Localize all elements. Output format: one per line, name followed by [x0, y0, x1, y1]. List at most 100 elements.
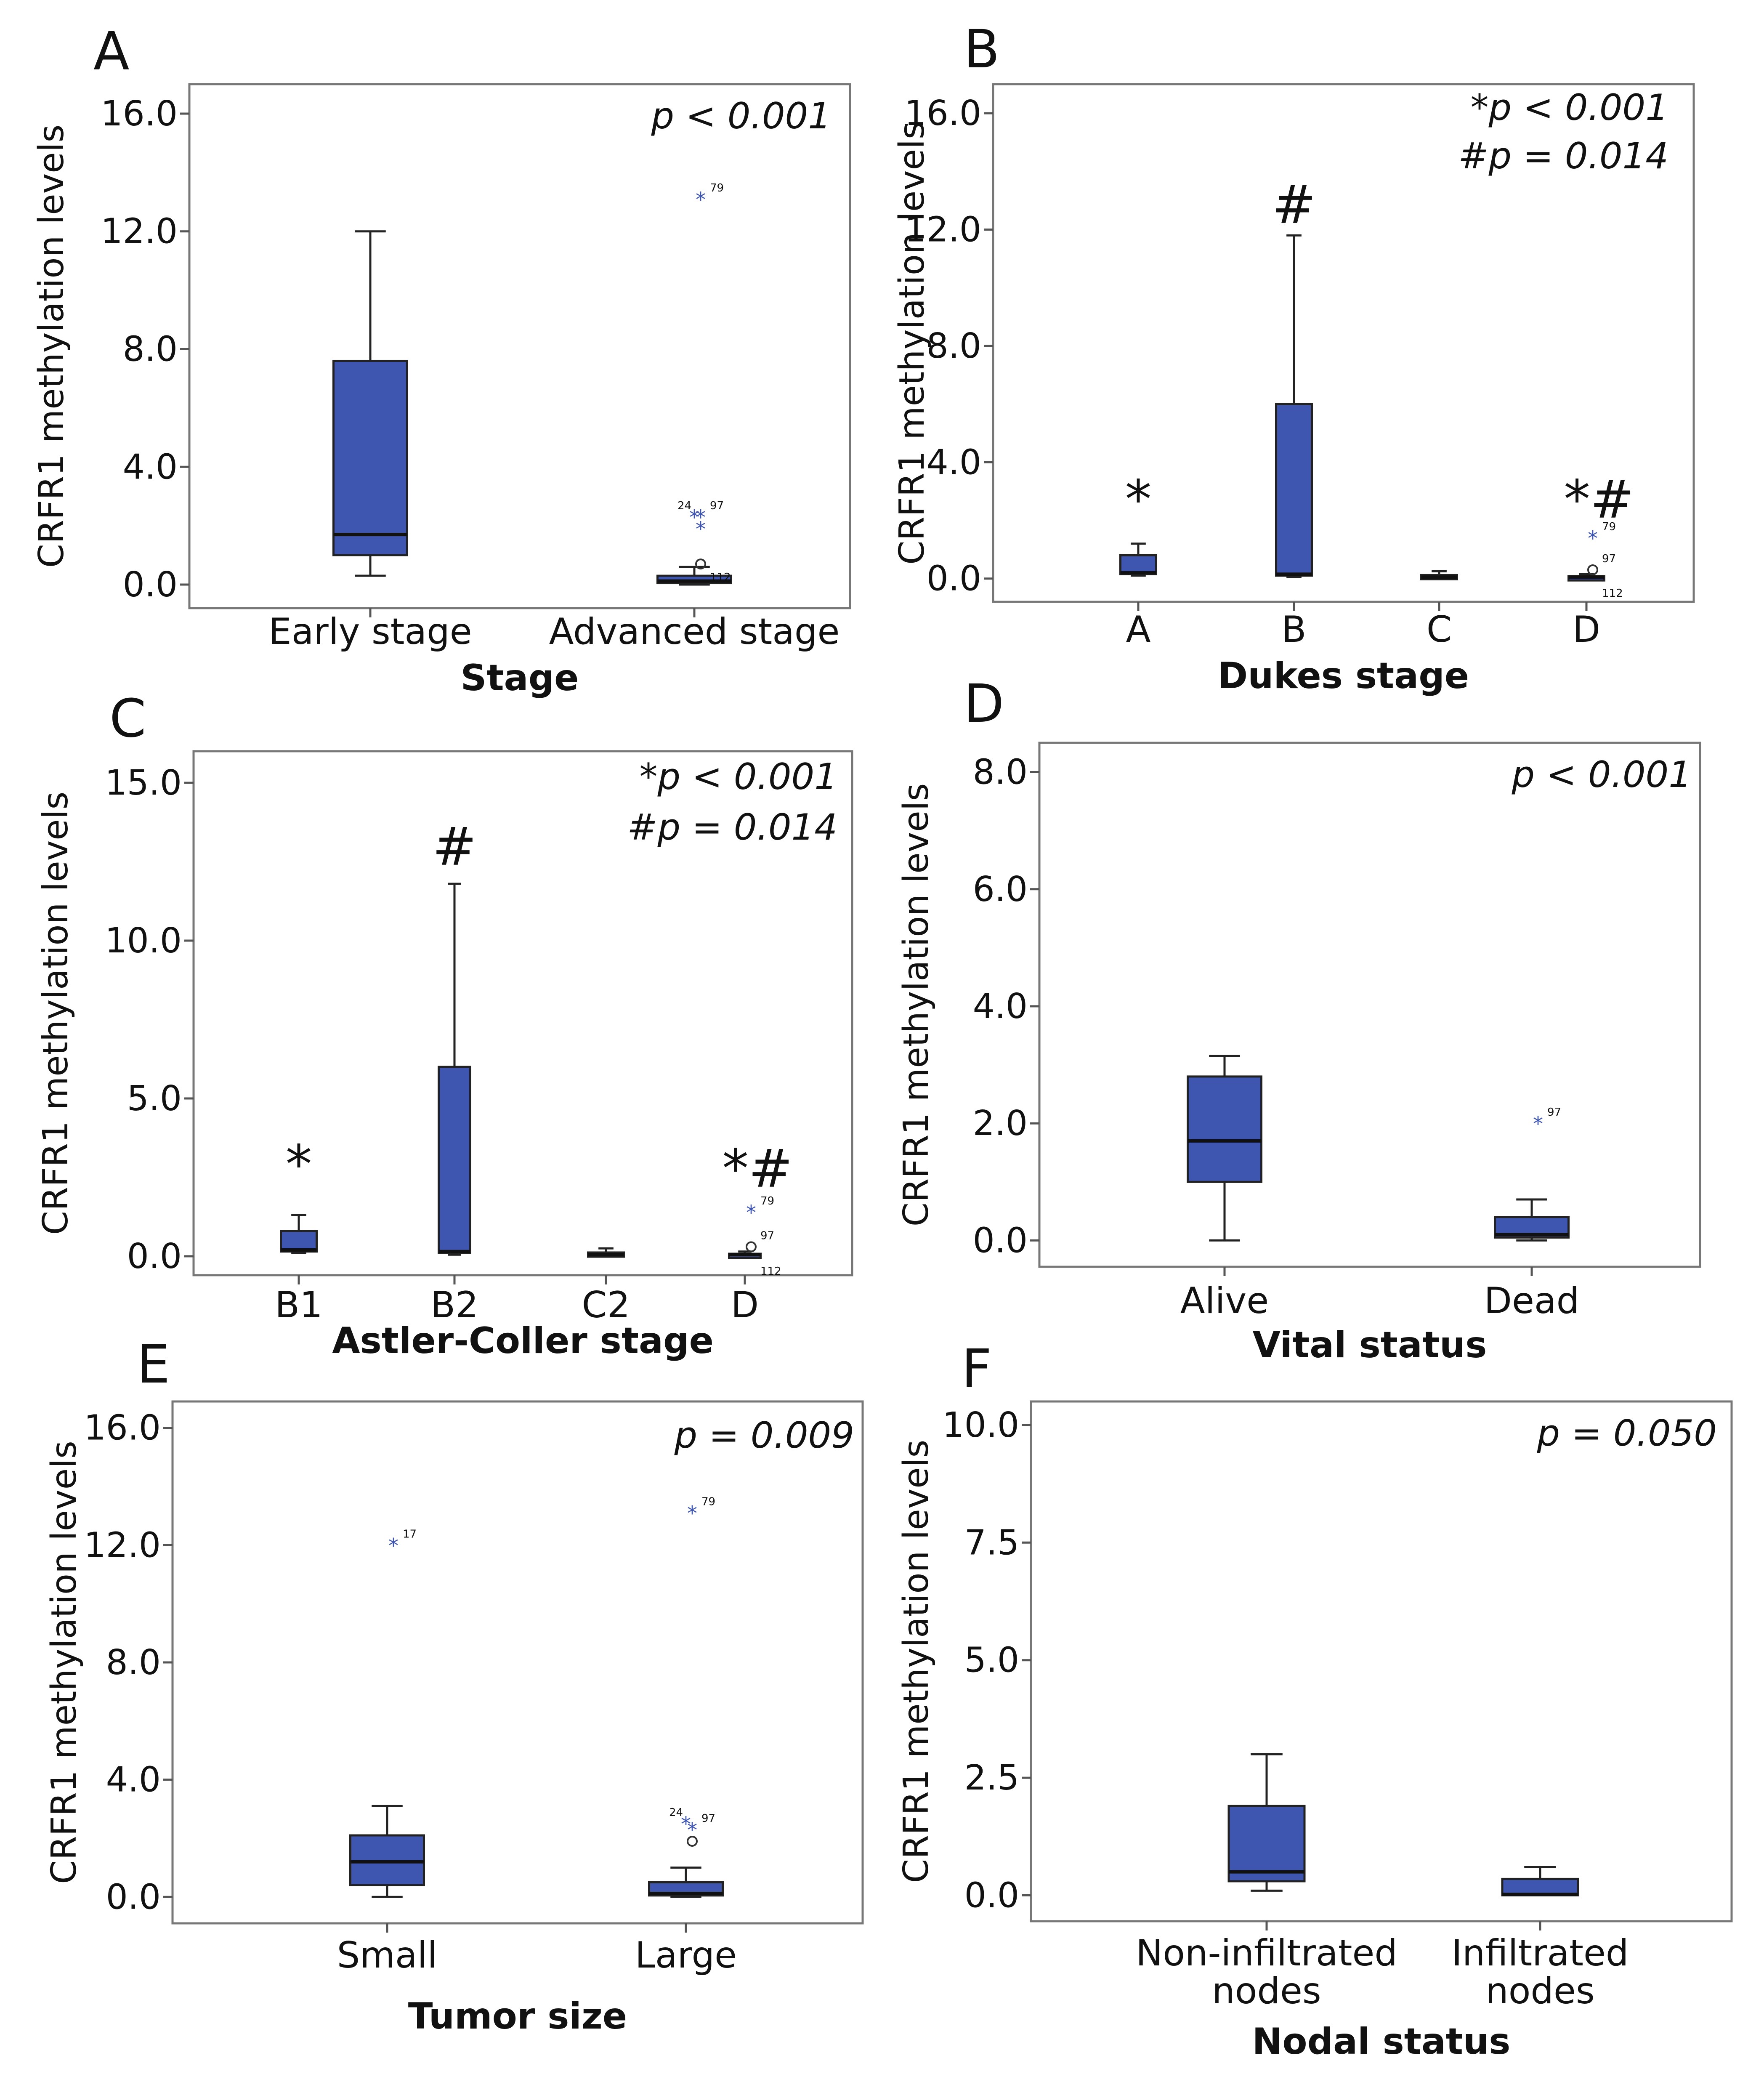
outlier-point: *	[696, 518, 706, 541]
outlier-label: 79	[701, 1496, 715, 1508]
y-tick-label: 2.5	[964, 1758, 1019, 1798]
box-non-infiltrated-nodes	[1227, 1753, 1306, 1892]
panel-letter: D	[964, 673, 1004, 734]
category-label: D	[731, 1284, 759, 1326]
y-tick-label: 15.0	[105, 763, 182, 803]
plot-frame	[188, 83, 851, 609]
outlier-label: 24	[669, 1806, 683, 1819]
outlier-label: 97	[1602, 553, 1616, 565]
category-label: Alive	[1180, 1280, 1269, 1322]
box-advanced-stage: * 79*24 * 97*112	[656, 182, 732, 586]
category-label-line: Infiltrated	[1452, 1932, 1629, 1974]
category-label-line: Non-infiltrated	[1136, 1932, 1397, 1974]
y-axis-label: CRFR1 methylation levels	[896, 783, 936, 1226]
y-axis-label: CRFR1 methylation levels	[32, 125, 72, 568]
y-tick-label: 10.0	[105, 921, 182, 961]
x-axis-label: Dukes stage	[1218, 655, 1469, 697]
outlier-point: *	[388, 1534, 398, 1558]
category-label: B2	[430, 1284, 478, 1326]
y-tick-label: 16.0	[904, 93, 981, 133]
p-value-annotation: p < 0.001	[1511, 754, 1692, 796]
box-b2	[438, 883, 471, 1256]
box-small: * 17	[349, 1528, 425, 1898]
significance-mark: #	[1272, 175, 1316, 236]
category-label: C	[1427, 609, 1452, 651]
box-d: * 79 97 112	[728, 1195, 781, 1278]
outlier-label: 17	[403, 1528, 417, 1540]
outlier-label: 97	[701, 1812, 715, 1825]
box-dead: * 97	[1494, 1106, 1570, 1242]
outlier-label: 112	[760, 1265, 781, 1278]
outlier-label: 79	[1602, 521, 1616, 533]
iqr-box	[1187, 1075, 1262, 1183]
box-large: * 79*24* 97	[648, 1496, 724, 1898]
y-tick-label: 4.0	[927, 442, 981, 482]
category-label-line: nodes	[1485, 1970, 1594, 2012]
y-tick-label: 0.0	[973, 1220, 1028, 1260]
outlier-point: *	[746, 1201, 756, 1225]
y-tick-label: 4.0	[106, 1760, 161, 1800]
outlier-label: 112	[1602, 587, 1623, 600]
outlier-label: 79	[710, 182, 724, 194]
outlier-point: *	[689, 506, 699, 529]
outlier-point: *	[696, 188, 706, 212]
y-tick-label: 16.0	[84, 1408, 161, 1448]
box-b	[1275, 234, 1313, 578]
panel-d: D 0.0 2.0 4.0 6.0 8.0 Alive Dead CRFR1 methylati…	[896, 673, 1701, 1366]
p-value-annotation: *p < 0.001	[639, 756, 837, 798]
x-axis-label: Nodal status	[1252, 2021, 1511, 2063]
category-label: D	[1573, 609, 1600, 651]
plot-frame	[192, 750, 853, 1276]
panel-f: F 0.0 2.5 5.0 7.5 10.0 Non-infiltrated nodesInf…	[896, 1338, 1733, 2063]
y-tick-label: 2.0	[973, 1103, 1028, 1143]
y-axis-label: CRFR1 methylation levels	[896, 1440, 936, 1883]
y-tick-label: 6.0	[973, 869, 1028, 909]
y-tick-label: 0.0	[964, 1876, 1019, 1916]
y-tick-label: 7.5	[964, 1523, 1019, 1563]
outlier-label: 97	[1547, 1106, 1561, 1119]
category-label: A	[1126, 609, 1151, 651]
box-early-stage	[332, 230, 408, 577]
box-b1	[280, 1214, 318, 1254]
y-tick-label: 4.0	[123, 447, 178, 487]
outlier-label: 79	[760, 1195, 774, 1207]
category-label: Small	[337, 1934, 438, 1976]
box-alive	[1187, 1055, 1262, 1242]
p-value-annotation: p = 0.050	[1536, 1412, 1717, 1454]
y-axis-label: CRFR1 methylation levels	[36, 792, 76, 1235]
y-axis-label: CRFR1 methylation levels	[892, 121, 932, 564]
y-tick-label: 8.0	[106, 1643, 161, 1683]
panel-letter: F	[962, 1338, 992, 1399]
plot-frame	[1038, 742, 1701, 1268]
plot-frame	[171, 1400, 864, 1925]
y-tick-label: 12.0	[904, 210, 981, 250]
outlier-label: 97	[710, 500, 724, 512]
y-tick-label: 10.0	[942, 1405, 1019, 1445]
significance-mark: *	[1125, 469, 1152, 530]
y-tick-label: 12.0	[101, 212, 178, 252]
iqr-box	[1501, 1877, 1579, 1897]
y-tick-label: 5.0	[127, 1079, 182, 1119]
y-tick-label: 4.0	[973, 986, 1028, 1026]
x-axis-label: Astler-Coller stage	[332, 1320, 714, 1362]
p-value-annotation: #p = 0.014	[627, 806, 837, 848]
y-tick-label: 0.0	[927, 559, 981, 599]
box-c	[1420, 570, 1458, 580]
panel-e: E 0.0 4.0 8.0 12.0 16.0 Small Large CRFR1 methyl…	[44, 1334, 864, 2037]
p-value-annotation: p = 0.009	[674, 1415, 854, 1457]
category-label: Dead	[1484, 1280, 1579, 1322]
y-tick-label: 0.0	[106, 1877, 161, 1917]
outlier-point	[695, 558, 706, 570]
y-tick-label: 16.0	[101, 94, 178, 134]
outlier-point: *	[1588, 527, 1598, 550]
iqr-box	[1275, 403, 1313, 577]
y-tick-label: 0.0	[123, 565, 178, 605]
category-label: B1	[275, 1284, 323, 1326]
category-label: Large	[635, 1934, 737, 1976]
y-tick-label: 5.0	[964, 1641, 1019, 1680]
y-axis-label: CRFR1 methylation levels	[44, 1441, 84, 1884]
significance-mark: #	[433, 816, 477, 877]
x-axis-label: Stage	[461, 657, 579, 699]
panel-letter: B	[964, 19, 1000, 80]
